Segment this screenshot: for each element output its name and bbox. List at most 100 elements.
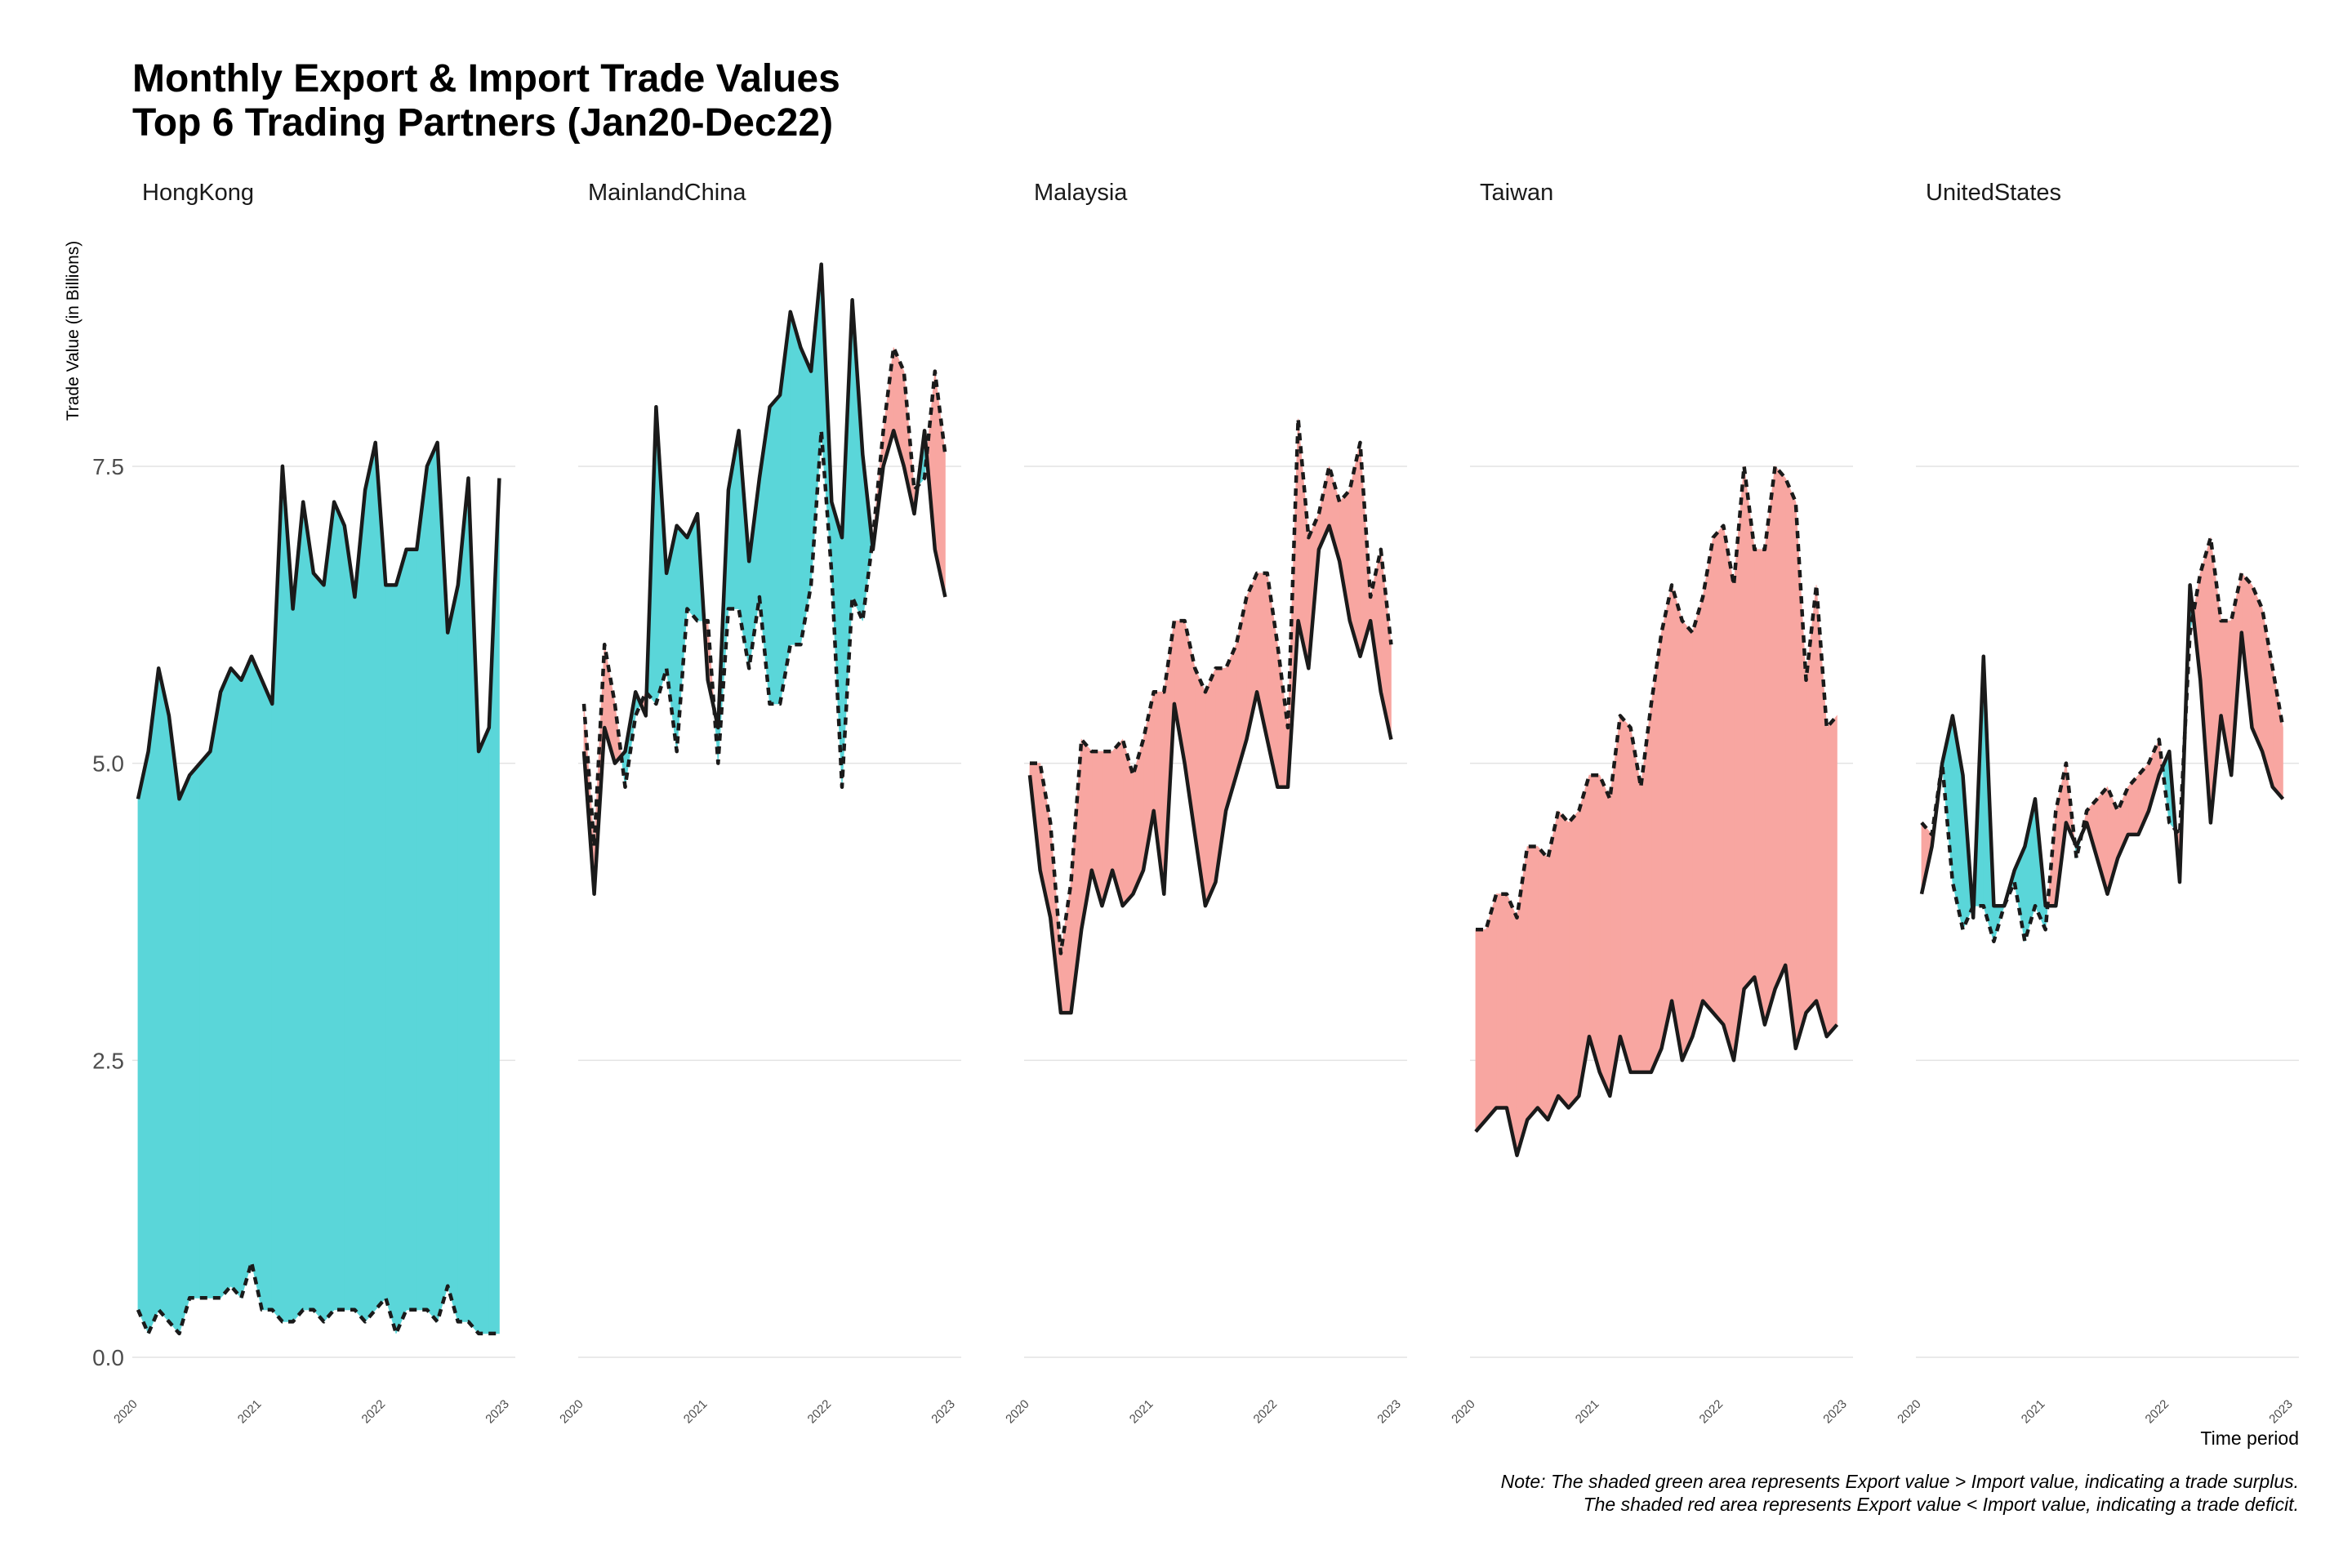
deficit-area-segment	[1486, 893, 1497, 1121]
deficit-area-segment	[1495, 893, 1508, 1108]
deficit-area-segment	[1713, 524, 1724, 1026]
x-tick-label: 2020	[557, 1397, 586, 1427]
x-tick-label: 2022	[1697, 1397, 1726, 1427]
surplus-area-segment	[261, 679, 273, 1311]
deficit-area-segment	[1815, 585, 1828, 1037]
surplus-area-segment	[251, 656, 263, 1310]
export-line-HongKong	[136, 440, 501, 801]
surplus-area-segment	[240, 656, 252, 1298]
x-tick-label: 2022	[2143, 1397, 2172, 1427]
chart-title-line1: Monthly Export & Import Trade Values	[132, 57, 840, 100]
chart-title: Monthly Export & Import Trade Values Top…	[132, 57, 840, 145]
surplus-area-segment	[189, 762, 201, 1298]
import-line-MainlandChina	[581, 345, 947, 849]
deficit-area-segment	[1691, 596, 1704, 1037]
facet-label-Taiwan: Taiwan	[1480, 180, 1553, 206]
deficit-area-segment	[1475, 929, 1486, 1133]
import-line-HongKong	[136, 1260, 500, 1336]
facet-Malaysia: Malaysia 2020 2021 2022 2023	[1003, 180, 1407, 1426]
surplus-area-segment	[230, 667, 242, 1299]
deficit-area-segment	[2272, 668, 2283, 800]
surplus-area-segment	[344, 525, 355, 1311]
surplus-area-segment	[333, 501, 345, 1311]
x-tick-label: 2023	[2266, 1397, 2296, 1427]
surplus-area-segment	[209, 692, 221, 1298]
deficit-area-segment	[1753, 549, 1766, 1025]
x-tick-label: 2023	[483, 1397, 512, 1427]
y-tick-label: 2.5	[92, 1048, 124, 1073]
deficit-area-segment	[1775, 465, 1786, 990]
chart-note-line2: The shaded red area represents Export va…	[1583, 1494, 2299, 1515]
deficit-area-segment	[1682, 620, 1693, 1061]
deficit-area-segment	[1537, 845, 1548, 1121]
deficit-area-segment	[1619, 715, 1631, 1073]
deficit-area-segment	[1661, 585, 1673, 1049]
surplus-area-segment	[354, 489, 366, 1323]
deficit-area-segment	[2127, 774, 2139, 835]
facet-label-UnitedStates: UnitedStates	[1926, 180, 2061, 206]
facet-label-HongKong: HongKong	[142, 180, 254, 206]
surplus-area-segment	[478, 727, 490, 1334]
surplus-area-segment	[168, 715, 180, 1334]
facet-UnitedStates: UnitedStates 2020 2021 2022 2023	[1895, 180, 2299, 1426]
y-tick-label: 5.0	[92, 751, 124, 777]
deficit-area-segment	[1205, 668, 1216, 906]
x-tick-label: 2021	[2019, 1397, 2048, 1427]
import-line-Malaysia	[1030, 416, 1393, 956]
chart-note-line1: Note: The shaded green area represents E…	[1500, 1471, 2299, 1492]
x-tick-label: 2020	[1895, 1397, 1924, 1427]
facet-HongKong: HongKong 2020 2021 2022 2023	[111, 180, 515, 1426]
x-tick-label: 2021	[1127, 1397, 1156, 1427]
deficit-area-segment	[1588, 774, 1601, 1073]
surplus-area-segment	[364, 442, 376, 1323]
deficit-area-segment	[1122, 739, 1134, 907]
facet-Taiwan: Taiwan 2020 2021 2022 2023	[1449, 180, 1853, 1426]
surplus-area-segment	[406, 549, 417, 1311]
x-tick-label: 2022	[1251, 1397, 1281, 1427]
surplus-area-segment	[179, 775, 190, 1334]
surplus-area-segment	[313, 572, 324, 1323]
facet-label-Malaysia: Malaysia	[1034, 180, 1128, 206]
x-tick-label: 2020	[1449, 1397, 1478, 1427]
import-line-Taiwan	[1476, 464, 1839, 932]
chart-note: Note: The shaded green area represents E…	[1501, 1470, 2299, 1516]
x-tick-label: 2021	[1573, 1397, 1602, 1427]
surplus-area-segment	[302, 501, 314, 1311]
surplus-area-segment	[1993, 905, 2005, 942]
export-line-Taiwan	[1474, 963, 1839, 1157]
surplus-area-segment	[158, 668, 170, 1323]
surplus-area-segment	[148, 668, 159, 1334]
x-tick-label: 2023	[1374, 1397, 1404, 1427]
x-tick-label: 2021	[681, 1397, 710, 1427]
x-tick-label: 2022	[359, 1397, 389, 1427]
deficit-area-segment	[1599, 775, 1610, 1097]
x-tick-label: 2020	[111, 1397, 140, 1427]
deficit-area-segment	[1826, 715, 1838, 1038]
surplus-area-segment	[323, 501, 335, 1323]
chart-title-line2: Top 6 Trading Partners (Jan20-Dec22)	[132, 101, 834, 145]
x-axis-title: Time period	[2200, 1428, 2299, 1449]
deficit-area-segment	[1806, 585, 1817, 1014]
surplus-area-segment	[416, 466, 428, 1311]
facet-label-MainlandChina: MainlandChina	[588, 180, 746, 206]
deficit-area-segment	[1568, 809, 1579, 1109]
surplus-area-segment	[220, 668, 232, 1299]
deficit-area-segment	[1650, 632, 1662, 1073]
deficit-area-segment	[1702, 537, 1714, 1014]
y-tick-label: 0.0	[92, 1345, 124, 1370]
deficit-area-segment	[1557, 809, 1570, 1109]
x-tick-label: 2022	[805, 1397, 835, 1427]
x-tick-label: 2021	[235, 1397, 265, 1427]
x-tick-label: 2023	[1820, 1397, 1850, 1427]
surplus-area-segment	[769, 394, 781, 705]
surplus-area-segment	[800, 347, 812, 645]
x-tick-label: 2023	[929, 1397, 958, 1427]
surplus-area-segment	[426, 442, 438, 1323]
y-tick-label: 7.5	[92, 454, 124, 479]
export-line-UnitedStates	[1919, 583, 2285, 920]
surplus-area-segment	[385, 585, 397, 1334]
surplus-area-segment	[395, 549, 408, 1334]
surplus-area-segment	[199, 751, 211, 1298]
facet-MainlandChina: MainlandChina 2020 2021 2022 2023	[557, 180, 961, 1426]
